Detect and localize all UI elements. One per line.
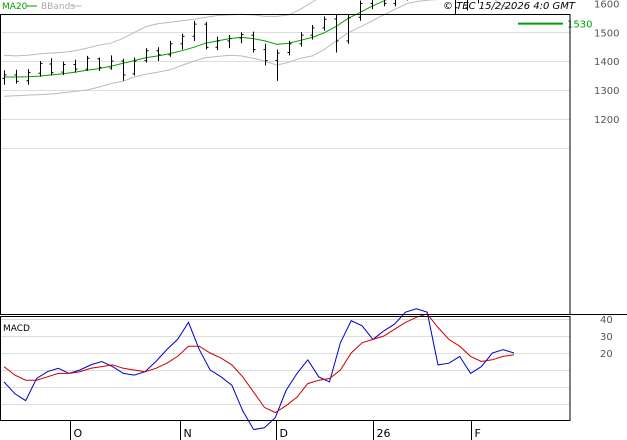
ohlc-bar [49,58,54,76]
ohlc-bar [358,0,363,21]
ohlc-bar [407,0,408,1]
ohlc-bar [38,61,43,77]
ohlc-bar [370,0,373,10]
copyright-text: © TEC 15/2/2026 4:0 GMT [443,1,576,12]
ohlc-bar [168,40,173,57]
ohlc-bar [275,49,280,81]
level-label: 1530 [567,20,592,31]
ohlc-bar [346,14,351,44]
x-tick-label: D [280,427,288,440]
ohlc-bar [192,20,197,41]
ohlc-bar [109,55,114,70]
ohlc-bar [97,57,102,71]
ohlc-bar [299,32,304,47]
macd-panel-frame [0,316,571,421]
legend-bbands: BBands [41,2,75,12]
x-tick-label: O [74,427,83,440]
macd-panel-label: MACD [3,324,30,334]
ma20-line [4,0,387,78]
ohlc-bar [455,0,458,15]
ohlc-bar [393,0,396,7]
ohlc-bar [227,35,232,49]
price-tick-label: 1600 [594,0,619,10]
macd-tick-label: 30 [600,332,613,343]
ohlc-bar [85,55,90,71]
macd-series-line [3,308,515,431]
ohlc-bar [2,70,7,85]
bband-lower-line [3,0,515,97]
price-panel-frame [0,14,571,315]
ohlc-bar [310,25,315,40]
macd-lines [3,308,515,431]
grid [1,32,570,405]
price-tick-label: 1400 [594,57,619,68]
ohlc-bar [156,47,161,62]
ohlc-bar [73,59,78,73]
legend-ma20: MA20 [2,2,28,12]
price-tick-label: 1300 [594,86,619,97]
ohlc-bar [14,69,19,84]
bbands-lines [3,0,515,97]
ohlc-bar [204,22,209,50]
ohlc-bar [180,33,185,50]
ohlc-bar [322,16,327,31]
ohlc-bar [239,32,244,44]
ma20-series-line [4,0,387,78]
macd-tick-label: 20 [600,349,613,360]
macd-tick-label: 40 [600,315,613,326]
ohlc-bar [121,58,126,81]
bband-upper-line [3,0,317,57]
ohlc-bar [144,48,149,63]
price-levels: 18391530 [518,20,592,31]
price-ohlc-bars [2,0,479,85]
ohlc-bar [384,0,387,7]
price-tick-label: 1200 [594,115,619,126]
ohlc-bar [334,14,339,53]
ohlc-bar [465,0,468,11]
ohlc-bar [263,43,268,66]
price-tick-label: 1500 [594,28,619,39]
x-tick-label: 26 [377,427,391,440]
ohlc-bar [132,57,137,76]
ohlc-bar [61,61,66,75]
x-tick-label: F [475,427,481,440]
ohlc-bar [215,36,220,51]
ohlc-bar [287,40,292,56]
ohlc-bar [251,31,256,53]
x-tick-label: N [184,427,192,440]
ohlc-bar [26,69,31,85]
